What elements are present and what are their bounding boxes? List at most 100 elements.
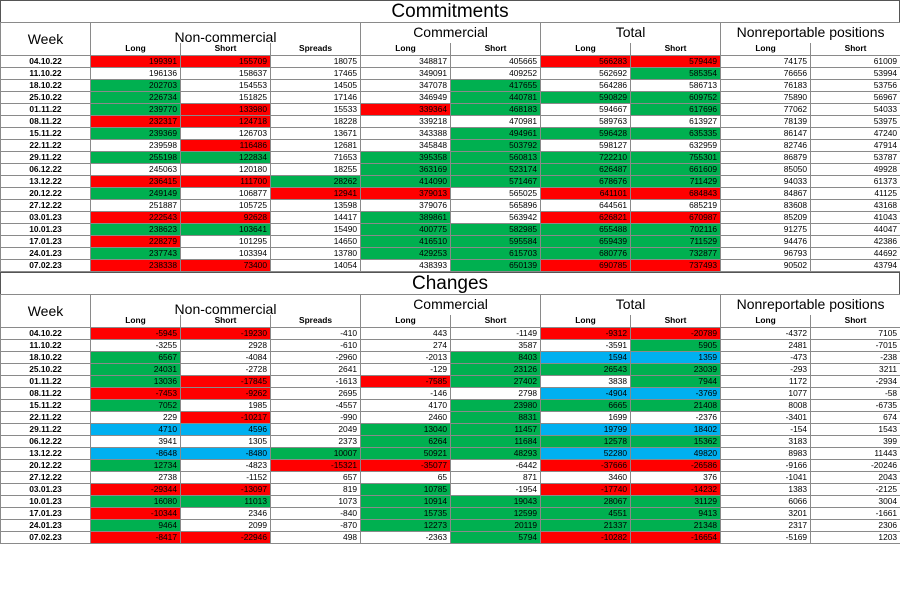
week-cell: 27.12.22 <box>0 199 91 212</box>
value-cell: 78139 <box>720 115 812 128</box>
table-row: 03.01.23 -29344 -13097 819 10785 -1954 -17740-… <box>0 483 900 496</box>
value-cell: 417655 <box>450 79 542 92</box>
commitments-section: Commitments Week Non-commercial Commercial T… <box>0 0 900 272</box>
week-cell: 29.11.22 <box>0 423 91 436</box>
week-cell: 11.10.22 <box>0 339 91 352</box>
value-cell: 2460 <box>360 411 452 424</box>
value-cell: 2043 <box>810 471 900 484</box>
week-cell: 29.11.22 <box>0 151 91 164</box>
value-cell: 133980 <box>180 103 271 116</box>
value-cell: 61373 <box>810 175 900 188</box>
value-cell: 470981 <box>450 115 542 128</box>
value-cell: 101295 <box>180 235 271 248</box>
week-cell: 20.12.22 <box>0 187 91 200</box>
value-cell: -610 <box>269 339 362 352</box>
table-row: 17.01.23 228279 101295 14650 416510 595584 659… <box>0 235 900 248</box>
week-header: Week <box>0 294 91 328</box>
table-row: 08.11.22 -7453 -9262 2695 -146 2798 -4904 -3769… <box>0 387 900 400</box>
value-cell: -29344 <box>90 483 181 496</box>
value-cell: 564286 <box>540 79 632 92</box>
value-cell: 586713 <box>630 79 722 92</box>
table-row: 22.11.22 239598 116486 12681 345848 503792 598… <box>0 139 900 152</box>
table-row: 13.12.22 -8648 -8480 10007 50921 48293 52280 49… <box>0 447 900 460</box>
value-cell: -9166 <box>720 459 812 472</box>
value-cell: -5169 <box>720 531 812 544</box>
value-cell: 598127 <box>540 139 632 152</box>
value-cell: -129 <box>360 363 452 376</box>
value-cell: 2317 <box>720 519 812 532</box>
column-header: Long <box>360 42 452 56</box>
value-cell: 409252 <box>450 67 542 80</box>
value-cell: 14505 <box>269 79 362 92</box>
value-cell: 44692 <box>810 247 900 260</box>
value-cell: 468183 <box>450 103 542 116</box>
value-cell: -410 <box>269 327 362 340</box>
table-row: 20.12.22 12734 -4823 -15321 -35077 -6442 -3766… <box>0 459 900 472</box>
value-cell: 9413 <box>630 507 722 520</box>
value-cell: -3591 <box>540 339 632 352</box>
value-cell: -10344 <box>90 507 181 520</box>
value-cell: 659439 <box>540 235 632 248</box>
value-cell: 632959 <box>630 139 722 152</box>
value-cell: -5945 <box>90 327 181 340</box>
value-cell: 12273 <box>360 519 452 532</box>
value-cell: 11443 <box>810 447 900 460</box>
value-cell: -2125 <box>810 483 900 496</box>
value-cell: 613927 <box>630 115 722 128</box>
value-cell: 124718 <box>180 115 271 128</box>
value-cell: 2346 <box>180 507 271 520</box>
value-cell: 222543 <box>90 211 181 224</box>
value-cell: 75890 <box>720 91 812 104</box>
value-cell: 105725 <box>180 199 271 212</box>
value-cell: 1077 <box>720 387 812 400</box>
value-cell: -1041 <box>720 471 812 484</box>
value-cell: -4084 <box>180 351 271 364</box>
value-cell: 76183 <box>720 79 812 92</box>
value-cell: -238 <box>810 351 900 364</box>
value-cell: 103641 <box>180 223 271 236</box>
value-cell: 3838 <box>540 375 632 388</box>
table-row: 15.11.22 7052 1985 -4557 4170 23980 6665 21408 8… <box>0 399 900 412</box>
value-cell: 678676 <box>540 175 632 188</box>
value-cell: -154 <box>720 423 812 436</box>
value-cell: 595584 <box>450 235 542 248</box>
value-cell: 53787 <box>810 151 900 164</box>
table-row: 07.02.23 238338 73400 14054 438393 650139 6907… <box>0 259 900 272</box>
value-cell: 443 <box>360 327 452 340</box>
group-header: Commercial <box>360 22 542 43</box>
value-cell: 47914 <box>810 139 900 152</box>
value-cell: 196136 <box>90 67 181 80</box>
value-cell: 11684 <box>450 435 542 448</box>
value-cell: 13036 <box>90 375 181 388</box>
value-cell: 238338 <box>90 259 181 272</box>
value-cell: -14232 <box>630 483 722 496</box>
column-header: Short <box>450 42 542 56</box>
value-cell: -58 <box>810 387 900 400</box>
value-cell: 560813 <box>450 151 542 164</box>
table-row: 24.01.23 237743 103394 13780 429253 615703 680… <box>0 247 900 260</box>
value-cell: 8008 <box>720 399 812 412</box>
column-header: Long <box>90 314 181 328</box>
value-cell: 5794 <box>450 531 542 544</box>
value-cell: 343388 <box>360 127 452 140</box>
value-cell: 494961 <box>450 127 542 140</box>
value-cell: 1543 <box>810 423 900 436</box>
value-cell: 41043 <box>810 211 900 224</box>
week-cell: 24.01.23 <box>0 519 91 532</box>
value-cell: -13097 <box>180 483 271 496</box>
value-cell: 871 <box>450 471 542 484</box>
value-cell: 339364 <box>360 103 452 116</box>
value-cell: 49820 <box>630 447 722 460</box>
value-cell: -3401 <box>720 411 812 424</box>
table-row: 18.10.22 202703 154553 14505 347078 417655 564… <box>0 79 900 92</box>
value-cell: -3255 <box>90 339 181 352</box>
value-cell: 92628 <box>180 211 271 224</box>
value-cell: 13671 <box>269 127 362 140</box>
value-cell: 405665 <box>450 55 542 68</box>
changes-table: Week Non-commercial Commercial Total Nonrepo… <box>0 294 900 544</box>
value-cell: 48293 <box>450 447 542 460</box>
value-cell: -293 <box>720 363 812 376</box>
value-cell: -15321 <box>269 459 362 472</box>
value-cell: 655488 <box>540 223 632 236</box>
value-cell: 77062 <box>720 103 812 116</box>
